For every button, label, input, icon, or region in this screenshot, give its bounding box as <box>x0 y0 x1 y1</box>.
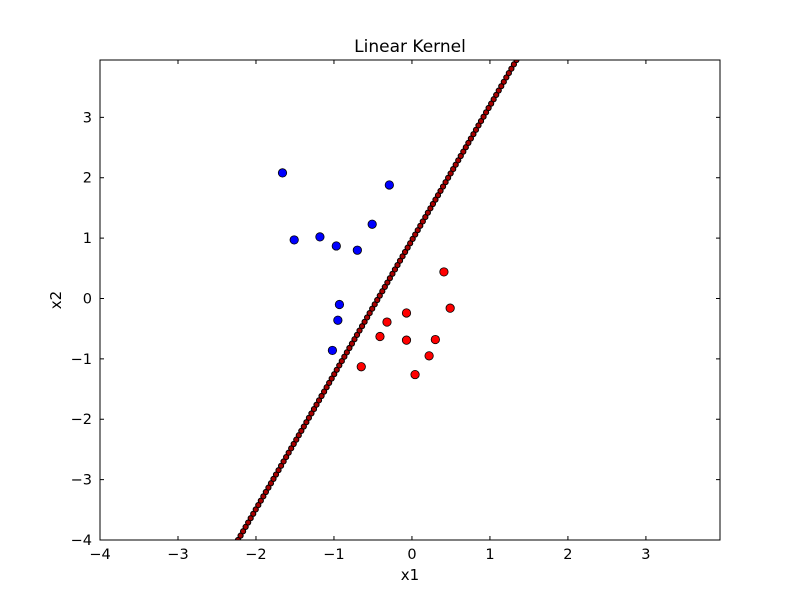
scatter-point-blue <box>333 315 343 325</box>
y-tick-label: −1 <box>71 352 92 368</box>
scatter-point-red <box>439 267 449 277</box>
x-tick-label: 2 <box>563 547 572 563</box>
scatter-point-blue <box>327 345 338 356</box>
x-tick-label: −3 <box>167 547 188 563</box>
y-tick-label: 1 <box>83 231 92 247</box>
y-tick-label: −4 <box>71 533 92 549</box>
axis-ticks: −4 −3 −2 −1 0 1 2 3 −4 −3 −2 −1 0 1 2 3 <box>71 60 720 563</box>
y-tick-label: −3 <box>71 473 92 489</box>
scatter-point-blue <box>331 241 341 251</box>
scatter-point-red <box>424 351 434 361</box>
scatter-point-blue <box>367 219 377 229</box>
y-tick-label: 2 <box>83 171 92 187</box>
scatter-point-red <box>445 303 455 313</box>
x-axis-label: x1 <box>401 566 419 584</box>
plot-frame <box>99 59 721 541</box>
scatter-point-red <box>401 335 412 345</box>
scatter-point-red <box>382 317 392 327</box>
scatter-point-red <box>401 308 412 318</box>
scatter-point-red <box>356 362 366 372</box>
scatter-point-blue <box>277 168 288 178</box>
scatter-point-blue <box>352 245 362 255</box>
scatter-point-blue <box>384 180 394 190</box>
chart-title: Linear Kernel <box>354 37 466 57</box>
x-tick-label: 3 <box>641 547 650 563</box>
x-tick-label: 0 <box>407 547 416 563</box>
scatter-point-red <box>430 334 440 345</box>
y-axis-label: x2 <box>47 291 65 309</box>
x-tick-label: −1 <box>323 547 344 563</box>
scatter-point-blue <box>315 232 325 242</box>
y-tick-label: −2 <box>71 412 92 428</box>
scatter-point-blue <box>289 235 299 245</box>
x-tick-label: −2 <box>245 547 266 563</box>
plot-area <box>234 60 520 540</box>
y-tick-label: 3 <box>83 110 92 126</box>
scatter-point-red <box>375 331 385 342</box>
y-tick-label: 0 <box>83 291 92 307</box>
scatter-point-red <box>410 369 420 380</box>
scatter-point-blue <box>334 299 345 310</box>
x-tick-label: 1 <box>485 547 494 563</box>
x-tick-label: −4 <box>89 547 110 563</box>
